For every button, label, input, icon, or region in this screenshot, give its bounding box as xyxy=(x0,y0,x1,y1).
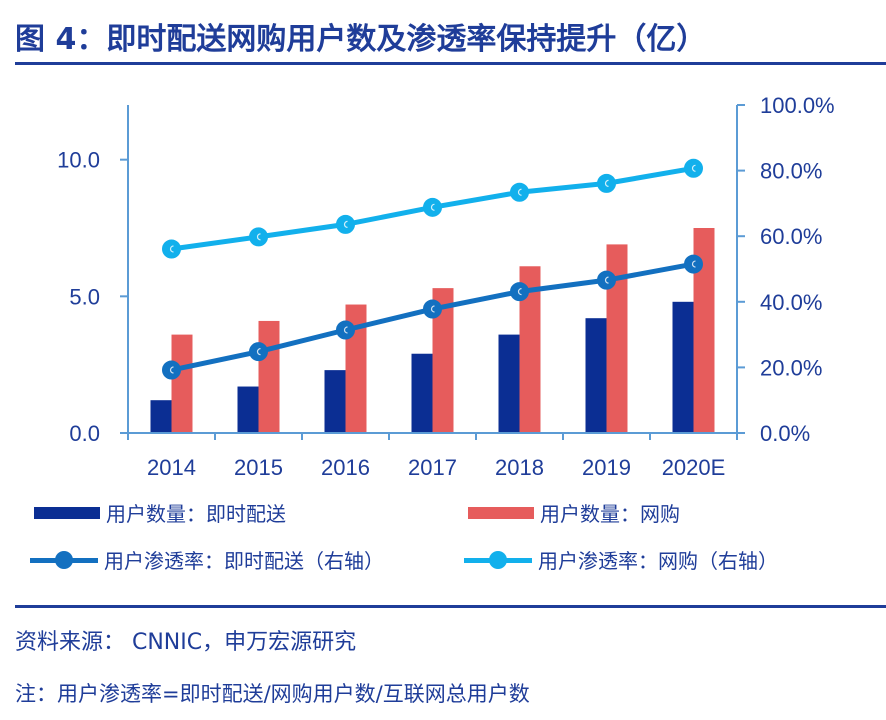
bar-online-2019 xyxy=(606,244,628,433)
point-marker-highlight xyxy=(430,203,435,211)
point-marker-highlight xyxy=(691,164,696,172)
lines-layer xyxy=(162,158,703,380)
x-tick-label: 2019 xyxy=(582,455,631,480)
legend-swatch-line-online xyxy=(464,550,532,570)
point-marker-highlight xyxy=(256,348,261,356)
point-online-2020E xyxy=(684,158,703,178)
x-tick-label: 2018 xyxy=(495,455,544,480)
chart-title: 图 4：即时配送网购用户数及渗透率保持提升（亿） xyxy=(15,22,707,57)
point-marker-highlight xyxy=(691,260,696,268)
bars-layer xyxy=(150,228,715,433)
y-right-tick-label: 0.0% xyxy=(760,421,810,446)
x-tick-label: 2014 xyxy=(147,455,196,480)
x-tick-label: 2017 xyxy=(408,455,457,480)
bar-instant-2018 xyxy=(498,334,520,433)
bar-instant-2016 xyxy=(324,370,346,433)
point-marker-highlight xyxy=(256,233,261,241)
point-online-2016 xyxy=(336,214,355,234)
point-online-2017 xyxy=(423,197,442,217)
bar-online-2017 xyxy=(432,288,454,433)
legend-swatch-bar-instant xyxy=(34,506,100,519)
bar-online-2014 xyxy=(171,334,193,433)
bar-instant-2014 xyxy=(150,400,172,433)
point-instant-2014 xyxy=(162,360,181,380)
legend-swatch-line-instant xyxy=(30,550,98,570)
point-marker-highlight xyxy=(343,220,348,228)
legend-item-bar-instant: 用户数量：即时配送 xyxy=(34,498,286,527)
point-online-2019 xyxy=(597,173,616,193)
legend-item-line-online: 用户渗透率：网购（右轴） xyxy=(464,545,778,574)
y-left-tick-label: 5.0 xyxy=(69,284,100,309)
y-right-tick-label: 60.0% xyxy=(760,224,822,249)
point-instant-2019 xyxy=(597,270,616,290)
point-marker-highlight xyxy=(169,366,174,374)
y-left-tick-label: 10.0 xyxy=(57,148,100,173)
x-tick-label: 2015 xyxy=(234,455,283,480)
point-marker-highlight xyxy=(169,245,174,253)
title-divider xyxy=(15,62,886,65)
bar-instant-2015 xyxy=(237,386,259,433)
bar-instant-2020E xyxy=(672,301,694,433)
point-instant-2020E xyxy=(684,254,703,274)
footnote: 注：用户渗透率=即时配送/网购用户数/互联网总用户数 xyxy=(15,682,530,706)
point-marker-highlight xyxy=(604,276,609,284)
legend-item-line-instant: 用户渗透率：即时配送（右轴） xyxy=(30,545,384,574)
legend-swatch-bar-online xyxy=(468,506,534,519)
chart-area: 0.0 5.0 10.0 0.0% 20.0% 40.0% 60.0% 80.0% 100.0%… xyxy=(57,93,834,480)
y-right-tick-label: 20.0% xyxy=(760,355,822,380)
y-right-tick-label: 80.0% xyxy=(760,159,822,184)
point-instant-2016 xyxy=(336,320,355,340)
point-online-2014 xyxy=(162,239,181,259)
point-marker-highlight xyxy=(343,326,348,334)
bar-instant-2019 xyxy=(585,318,607,433)
point-instant-2015 xyxy=(249,342,268,362)
y-left-tick-label: 0.0 xyxy=(69,421,100,446)
tick-labels-layer: 0.0 5.0 10.0 0.0% 20.0% 40.0% 60.0% 80.0% 100.0%… xyxy=(57,93,834,480)
bar-online-2015 xyxy=(258,320,280,433)
legend-label: 用户渗透率：即时配送（右轴） xyxy=(104,549,384,573)
footer-divider xyxy=(15,605,886,608)
point-marker-highlight xyxy=(517,288,522,296)
bar-online-2018 xyxy=(519,266,541,433)
x-tick-label: 2016 xyxy=(321,455,370,480)
axes-layer xyxy=(120,104,745,440)
point-online-2015 xyxy=(249,227,268,247)
bar-online-2020E xyxy=(693,228,715,433)
point-marker-highlight xyxy=(604,179,609,187)
point-marker-highlight xyxy=(517,188,522,196)
point-instant-2018 xyxy=(510,282,529,302)
source-note: 资料来源： CNNIC，申万宏源研究 xyxy=(15,630,357,655)
y-right-tick-label: 100.0% xyxy=(760,93,835,118)
legend-label: 用户数量：网购 xyxy=(540,502,680,526)
legend-label: 用户渗透率：网购（右轴） xyxy=(538,549,778,573)
y-right-tick-label: 40.0% xyxy=(760,290,822,315)
legend-item-bar-online: 用户数量：网购 xyxy=(468,498,680,527)
point-marker-highlight xyxy=(430,305,435,313)
legend-label: 用户数量：即时配送 xyxy=(106,502,286,526)
bar-instant-2017 xyxy=(411,353,433,433)
point-instant-2017 xyxy=(423,299,442,319)
point-online-2018 xyxy=(510,182,529,202)
x-tick-label: 2020E xyxy=(662,455,726,480)
